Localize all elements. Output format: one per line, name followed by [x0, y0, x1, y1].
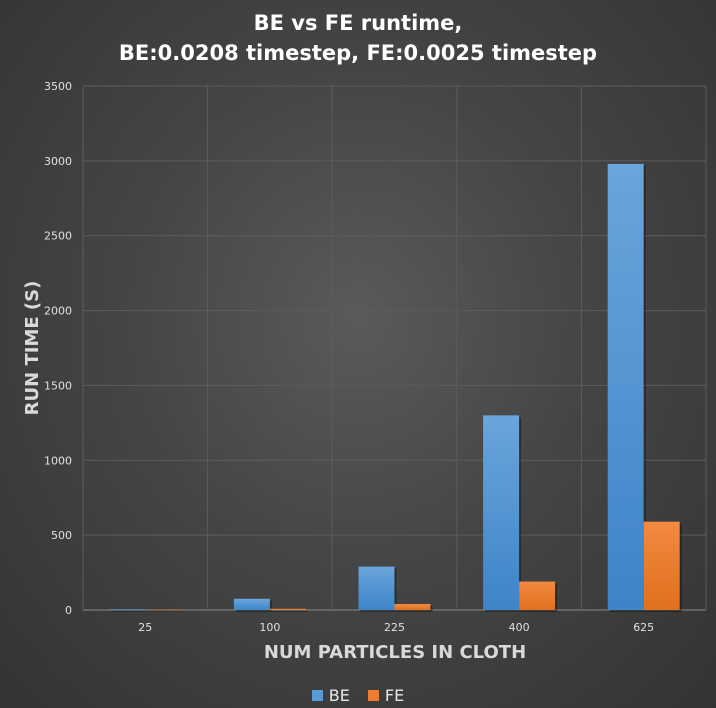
y-tick-label: 2500: [44, 230, 72, 243]
chart-title-line-1: BE vs FE runtime,: [253, 11, 463, 35]
chart-title: BE vs FE runtime, BE:0.0208 timestep, FE…: [0, 8, 716, 68]
x-tick-label: 25: [138, 621, 152, 634]
x-tick-label: 625: [633, 621, 654, 634]
bar-be-100: [233, 598, 270, 610]
y-tick-label: 2000: [44, 305, 72, 318]
y-axis-title: RUN TIME (S): [22, 281, 43, 416]
x-tick-label: 100: [259, 621, 280, 634]
legend: BE FE: [0, 686, 716, 705]
bar-fe-100: [269, 608, 306, 610]
legend-item-be: BE: [311, 686, 350, 705]
bar-shadow: [111, 611, 148, 612]
x-tick-label: 400: [509, 621, 530, 634]
legend-item-fe: FE: [367, 686, 405, 705]
legend-label-be: BE: [328, 686, 350, 705]
legend-swatch-be: [311, 690, 323, 701]
y-tick-label: 0: [65, 604, 72, 617]
bar-fe-400: [519, 581, 556, 610]
bar-fe-225: [394, 604, 431, 610]
bar-be-225: [358, 566, 395, 610]
bar-be-400: [483, 415, 520, 610]
y-tick-label: 1500: [44, 379, 72, 392]
y-tick-label: 1000: [44, 454, 72, 467]
bar-fe-625: [643, 521, 680, 610]
chart-title-line-2: BE:0.0208 timestep, FE:0.0025 timestep: [118, 41, 598, 65]
x-tick-label: 225: [384, 621, 405, 634]
bar-be-625: [607, 163, 644, 610]
legend-swatch-fe: [367, 690, 379, 701]
bar-shadow: [271, 610, 308, 612]
bar-be-25: [109, 609, 146, 610]
y-tick-label: 3500: [44, 80, 72, 93]
y-tick-label: 3000: [44, 155, 72, 168]
y-tick-label: 500: [51, 529, 72, 542]
x-axis-title: NUM PARTICLES IN CLOTH: [264, 642, 526, 663]
legend-label-fe: FE: [384, 686, 405, 705]
